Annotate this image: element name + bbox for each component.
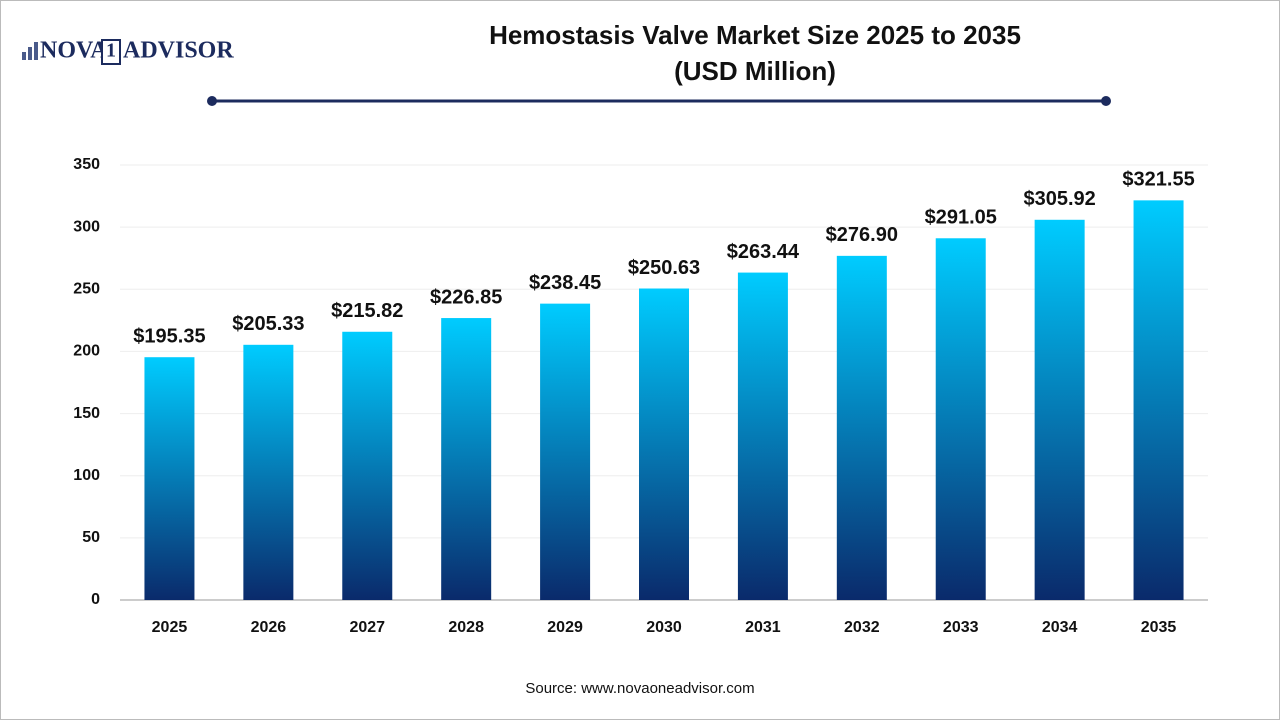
value-label: $250.63	[628, 257, 700, 279]
y-tick-label: 150	[73, 405, 100, 422]
logo-text: NOVA	[40, 38, 108, 64]
logo-icon	[22, 52, 26, 60]
bar	[144, 357, 195, 600]
y-tick-label: 250	[73, 281, 100, 298]
bar	[342, 331, 393, 600]
logo: NOVA 1 ADVISOR	[22, 38, 234, 65]
x-tick-label: 2026	[251, 619, 287, 636]
y-tick-label: 200	[73, 343, 100, 360]
logo-text: ADVISOR	[123, 38, 234, 64]
x-tick-label: 2029	[547, 619, 583, 636]
logo-box	[101, 39, 121, 65]
value-label: $263.44	[727, 241, 800, 263]
value-label: $195.35	[133, 325, 205, 347]
value-label: $305.92	[1023, 188, 1095, 210]
value-label: $226.85	[430, 286, 502, 308]
x-tick-label: 2033	[943, 619, 979, 636]
bar	[836, 255, 887, 601]
bar	[1034, 219, 1085, 600]
value-label: $205.33	[232, 313, 304, 335]
value-label: $321.55	[1122, 169, 1194, 191]
title-rule-dot	[1101, 96, 1111, 106]
x-tick-label: 2034	[1042, 619, 1078, 636]
y-tick-label: 50	[82, 529, 100, 546]
value-label: $276.90	[826, 224, 898, 246]
y-tick-label: 0	[91, 591, 100, 608]
value-label: $291.05	[925, 207, 997, 229]
logo-text: 1	[106, 40, 116, 62]
bar	[243, 344, 294, 600]
x-tick-label: 2035	[1141, 619, 1177, 636]
logo-icon	[28, 47, 32, 60]
logo-icon	[34, 42, 38, 60]
y-tick-label: 300	[73, 218, 100, 235]
bar	[441, 318, 492, 600]
y-tick-label: 100	[73, 467, 100, 484]
title-rule-dot	[207, 96, 217, 106]
chart-subtitle: (USD Million)	[674, 56, 836, 86]
value-label: $215.82	[331, 300, 403, 322]
x-tick-label: 2027	[349, 619, 385, 636]
x-tick-label: 2030	[646, 619, 682, 636]
bar	[639, 288, 689, 600]
x-tick-label: 2028	[448, 619, 484, 636]
x-tick-label: 2032	[844, 619, 880, 636]
chart-title: Hemostasis Valve Market Size 2025 to 203…	[489, 20, 1021, 50]
bar	[1133, 200, 1184, 600]
bar	[540, 303, 591, 600]
source: Source: www.novaoneadvisor.com	[525, 680, 754, 697]
bar	[935, 238, 986, 601]
value-label: $238.45	[529, 272, 601, 294]
x-tick-label: 2031	[745, 619, 781, 636]
x-tick-label: 2025	[152, 619, 188, 636]
bar	[737, 272, 788, 600]
y-tick-label: 350	[73, 156, 100, 173]
